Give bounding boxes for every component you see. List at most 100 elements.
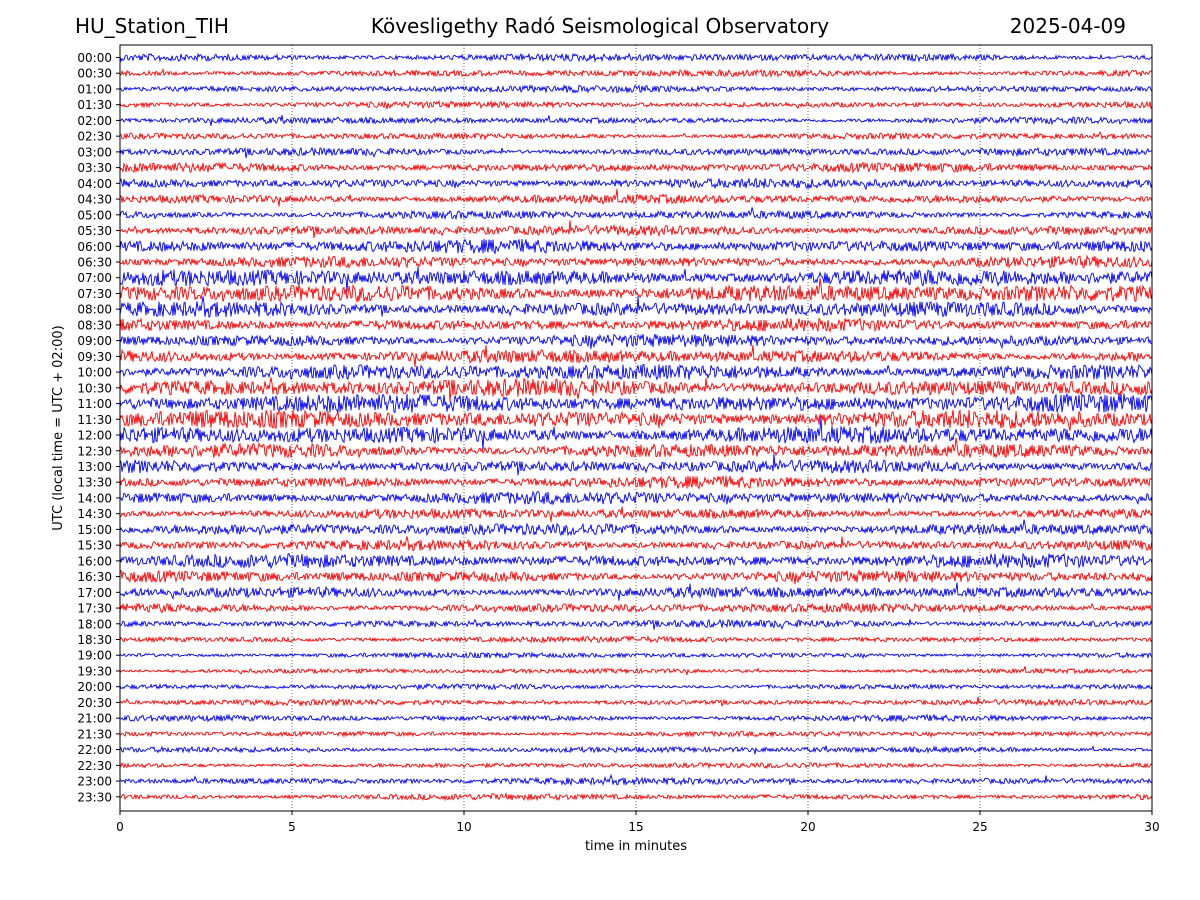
trace-0230: [119, 131, 1153, 141]
trace-0130: [119, 99, 1153, 110]
y-tick-label: 06:00: [77, 240, 112, 254]
trace-2130: [119, 730, 1153, 739]
trace-2230: [119, 761, 1153, 770]
y-tick-label: 11:30: [77, 413, 112, 427]
y-tick-label: 13:30: [77, 476, 112, 490]
trace-1600: [119, 552, 1153, 570]
y-tick-label: 05:30: [77, 224, 112, 238]
trace-2100: [119, 713, 1153, 723]
trace-1300: [119, 453, 1153, 476]
trace-0100: [119, 84, 1153, 94]
trace-1900: [119, 651, 1153, 660]
x-tick-label: 10: [456, 820, 471, 834]
trace-0400: [119, 177, 1153, 191]
y-tick-label: 16:30: [77, 570, 112, 584]
trace-1100: [119, 392, 1153, 414]
trace-2200: [119, 745, 1153, 755]
x-tick-label: 0: [116, 820, 124, 834]
y-tick-label: 20:00: [77, 680, 112, 694]
y-tick-label: 10:30: [77, 381, 112, 395]
y-tick-label: 21:00: [77, 712, 112, 726]
y-tick-label: 10:00: [77, 366, 112, 380]
y-tick-label: 17:00: [77, 586, 112, 600]
y-tick-label: 17:30: [77, 602, 112, 616]
trace-0530: [119, 220, 1153, 238]
y-tick-label: 22:00: [77, 743, 112, 757]
y-tick-label: 23:30: [77, 790, 112, 804]
y-tick-label: 01:30: [77, 98, 112, 112]
y-tick-label: 21:30: [77, 727, 112, 741]
y-tick-label: 15:00: [77, 523, 112, 537]
trace-0200: [119, 114, 1153, 126]
trace-1000: [119, 363, 1153, 381]
y-tick-label: 19:00: [77, 649, 112, 663]
trace-0900: [119, 333, 1153, 350]
trace-0000: [119, 52, 1153, 63]
y-tick-label: 08:00: [77, 303, 112, 317]
trace-1330: [119, 475, 1153, 490]
y-axis-label: UTC (local time = UTC + 02:00): [51, 325, 66, 530]
trace-1130: [119, 409, 1153, 431]
trace-0730: [119, 278, 1153, 304]
y-tick-label: 13:00: [77, 460, 112, 474]
chart-title: Kövesligethy Radó Seismological Observat…: [370, 14, 830, 38]
x-axis-ticks: 0 5 10 15 20 25 30: [116, 811, 1160, 834]
trace-0700: [119, 266, 1153, 292]
y-tick-label: 03:30: [77, 161, 112, 175]
y-tick-label: 08:30: [77, 318, 112, 332]
trace-0430: [119, 188, 1153, 207]
x-tick-label: 30: [1144, 820, 1159, 834]
trace-2030: [119, 696, 1153, 708]
y-tick-label: 18:30: [77, 633, 112, 647]
y-tick-label: 01:00: [77, 82, 112, 96]
trace-1700: [119, 582, 1153, 601]
y-tick-label: 02:00: [77, 114, 112, 128]
x-tick-label: 15: [628, 820, 643, 834]
y-tick-label: 11:00: [77, 397, 112, 411]
seismic-traces: [119, 52, 1153, 802]
trace-1430: [119, 506, 1153, 522]
trace-1630: [119, 568, 1153, 585]
x-tick-label: 5: [288, 820, 296, 834]
y-tick-label: 07:30: [77, 287, 112, 301]
trace-2300: [119, 773, 1153, 787]
trace-0500: [119, 207, 1153, 221]
y-tick-label: 18:00: [77, 617, 112, 631]
y-tick-label: 14:30: [77, 507, 112, 521]
trace-1730: [119, 602, 1153, 614]
trace-1200: [119, 416, 1153, 450]
y-tick-label: 19:30: [77, 664, 112, 678]
trace-1830: [119, 634, 1153, 644]
chart-date: 2025-04-09: [1009, 14, 1126, 38]
x-tick-label: 20: [800, 820, 815, 834]
vertical-grid: [291, 45, 981, 811]
y-tick-label: 22:30: [77, 759, 112, 773]
y-tick-label: 15:30: [77, 539, 112, 553]
x-axis-label: time in minutes: [585, 839, 687, 854]
y-tick-label: 23:00: [77, 775, 112, 789]
y-tick-label: 07:00: [77, 271, 112, 285]
y-tick-label: 03:00: [77, 145, 112, 159]
trace-1230: [119, 437, 1153, 459]
y-tick-label: 04:00: [77, 177, 112, 191]
y-tick-label: 00:30: [77, 67, 112, 81]
trace-2000: [119, 682, 1153, 691]
trace-0330: [119, 161, 1153, 174]
trace-0600: [119, 238, 1153, 255]
x-tick-label: 25: [972, 820, 987, 834]
trace-0630: [119, 254, 1153, 269]
trace-0030: [119, 67, 1153, 79]
trace-1500: [119, 519, 1153, 537]
y-tick-label: 12:00: [77, 429, 112, 443]
trace-2330: [119, 791, 1153, 802]
y-tick-label: 09:00: [77, 334, 112, 348]
station-name: HU_Station_TIH: [75, 14, 229, 38]
y-tick-label: 09:30: [77, 350, 112, 364]
trace-0930: [119, 345, 1153, 368]
y-tick-label: 02:30: [77, 130, 112, 144]
y-tick-label: 16:00: [77, 554, 112, 568]
y-tick-label: 04:30: [77, 193, 112, 207]
trace-1030: [119, 377, 1153, 403]
